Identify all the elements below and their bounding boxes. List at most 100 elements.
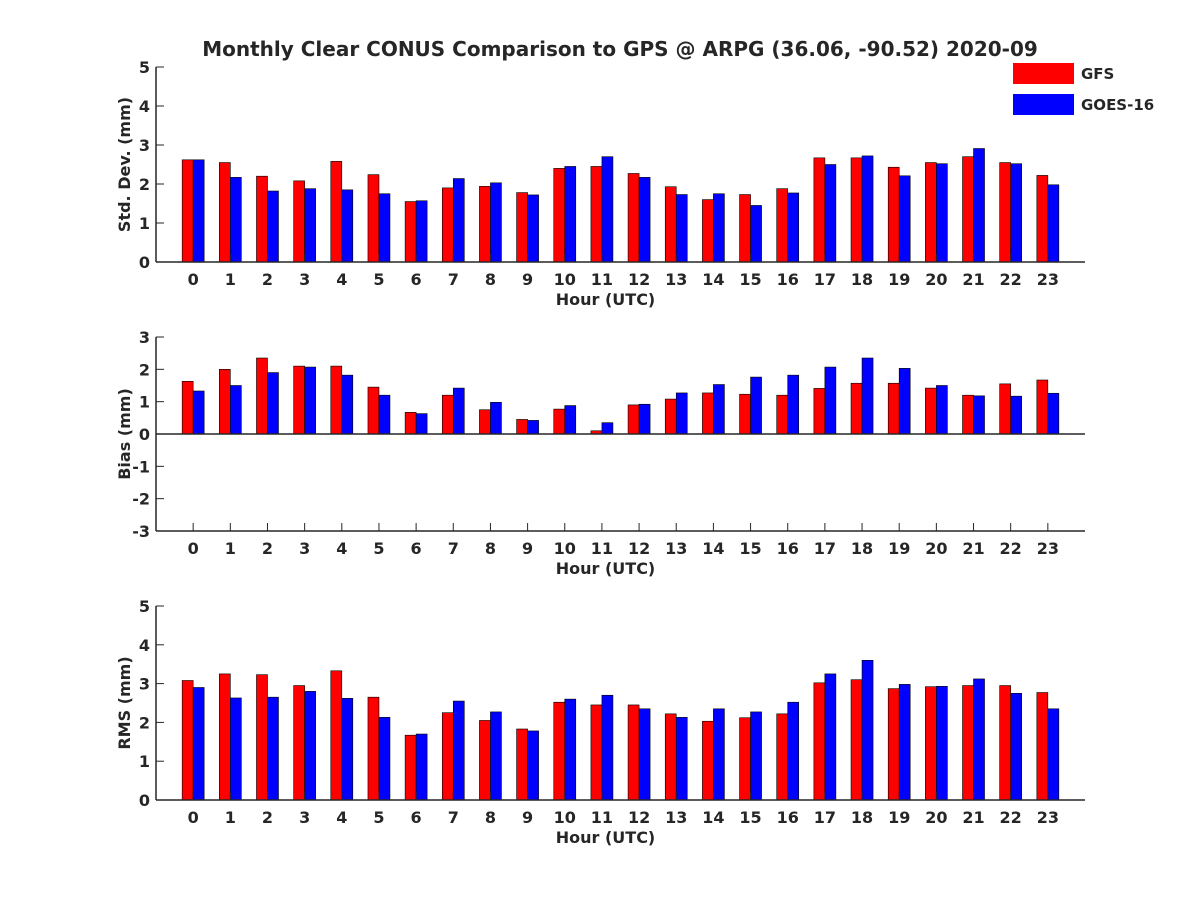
bar-gfs-hour-18	[850, 679, 863, 801]
bar-goes-16-hour-0	[192, 390, 205, 435]
x-tick-label: 17	[814, 539, 836, 558]
bar-gfs-hour-12	[627, 704, 640, 801]
bar-gfs-hour-8	[479, 720, 491, 801]
bar-goes-16-hour-1	[230, 385, 242, 435]
bar-gfs-hour-16	[776, 713, 789, 801]
y-axis-label: Bias (mm)	[115, 388, 134, 480]
bar-goes-16-hour-13	[675, 392, 688, 435]
bar-gfs-hour-8	[479, 409, 491, 435]
bar-goes-16-hour-10	[564, 698, 577, 801]
x-tick-label: 23	[1037, 539, 1059, 558]
bar-gfs-hour-21	[962, 685, 974, 801]
x-tick-label: 20	[925, 539, 947, 558]
y-tick-label: 1	[139, 393, 150, 412]
bar-gfs-hour-4	[330, 670, 343, 801]
bar-goes-16-hour-8	[490, 711, 502, 801]
bar-goes-16-hour-14	[713, 384, 725, 435]
bar-goes-16-hour-5	[378, 717, 391, 801]
bar-gfs-hour-6	[404, 412, 417, 435]
bar-gfs-hour-5	[367, 386, 380, 435]
bar-gfs-hour-17	[813, 388, 826, 435]
x-tick-label: 9	[522, 539, 533, 558]
bar-gfs-hour-22	[999, 162, 1011, 263]
bar-gfs-hour-18	[850, 157, 863, 263]
x-tick-label: 1	[225, 808, 236, 827]
x-tick-label: 10	[554, 270, 576, 289]
bar-goes-16-hour-2	[267, 372, 279, 435]
x-tick-label: 0	[188, 808, 199, 827]
x-tick-label: 23	[1037, 808, 1059, 827]
bar-gfs-hour-9	[516, 728, 528, 801]
bar-goes-16-hour-22	[1010, 163, 1022, 263]
bar-gfs-hour-1	[219, 673, 231, 801]
bar-gfs-hour-23	[1036, 379, 1049, 435]
bar-gfs-hour-9	[516, 419, 528, 435]
x-tick-label: 8	[485, 808, 496, 827]
bar-gfs-hour-9	[516, 192, 528, 263]
y-tick-label: 0	[139, 791, 150, 810]
bar-goes-16-hour-12	[638, 177, 651, 263]
y-tick-label: 2	[139, 175, 150, 194]
x-tick-label: 15	[739, 539, 761, 558]
x-tick-label: 11	[591, 808, 613, 827]
bar-goes-16-hour-11	[601, 156, 614, 263]
bar-goes-16-hour-9	[527, 730, 539, 801]
y-tick-label: 1	[139, 214, 150, 233]
bar-gfs-hour-16	[776, 188, 789, 263]
bar-goes-16-hour-8	[490, 402, 502, 435]
bar-goes-16-hour-6	[415, 413, 428, 435]
x-tick-label: 6	[411, 539, 422, 558]
bar-gfs-hour-2	[256, 357, 268, 435]
x-tick-label: 4	[336, 539, 347, 558]
x-tick-label: 16	[777, 539, 799, 558]
y-tick-label: 4	[139, 97, 150, 116]
bar-goes-16-hour-2	[267, 190, 279, 263]
bar-goes-16-hour-5	[378, 394, 391, 435]
bar-goes-16-hour-14	[713, 193, 725, 263]
y-tick-label: 5	[139, 597, 150, 616]
bar-gfs-hour-3	[293, 365, 305, 435]
x-tick-label: 23	[1037, 270, 1059, 289]
bar-goes-16-hour-23	[1047, 184, 1060, 263]
bar-goes-16-hour-13	[675, 717, 688, 801]
y-tick-label: 0	[139, 425, 150, 444]
x-tick-label: 19	[888, 539, 910, 558]
x-axis-label: Hour (UTC)	[556, 290, 656, 309]
x-tick-label: 6	[411, 270, 422, 289]
x-tick-label: 17	[814, 270, 836, 289]
bar-goes-16-hour-23	[1047, 392, 1060, 435]
bar-goes-16-hour-23	[1047, 708, 1060, 801]
x-tick-label: 2	[262, 808, 273, 827]
bar-goes-16-hour-13	[675, 194, 688, 263]
bar-gfs-hour-20	[925, 387, 937, 435]
bar-goes-16-hour-16	[787, 192, 800, 263]
bar-gfs-hour-3	[293, 685, 305, 801]
x-tick-label: 14	[702, 270, 724, 289]
x-tick-label: 21	[962, 539, 984, 558]
bar-gfs-hour-14	[702, 199, 714, 263]
x-tick-label: 16	[777, 808, 799, 827]
x-tick-label: 1	[225, 539, 236, 558]
bar-gfs-hour-1	[219, 162, 231, 263]
bar-gfs-hour-13	[664, 186, 677, 263]
bar-gfs-hour-10	[553, 701, 566, 801]
bar-gfs-hour-5	[367, 174, 380, 263]
y-tick-label: 4	[139, 636, 150, 655]
x-tick-label: 4	[336, 808, 347, 827]
bar-goes-16-hour-16	[787, 701, 800, 801]
bar-goes-16-hour-17	[824, 366, 837, 435]
bar-gfs-hour-22	[999, 685, 1011, 801]
bar-gfs-hour-6	[404, 734, 417, 801]
bar-gfs-hour-15	[739, 717, 751, 801]
bar-gfs-hour-12	[627, 404, 640, 435]
y-axis-label: Std. Dev. (mm)	[115, 97, 134, 232]
bar-gfs-hour-0	[181, 680, 194, 801]
bar-gfs-hour-14	[702, 720, 714, 801]
legend-swatch-gfs	[1013, 63, 1074, 84]
bar-goes-16-hour-4	[341, 374, 354, 435]
x-tick-label: 10	[554, 808, 576, 827]
bar-goes-16-hour-20	[936, 686, 948, 801]
bar-goes-16-hour-7	[452, 178, 465, 263]
